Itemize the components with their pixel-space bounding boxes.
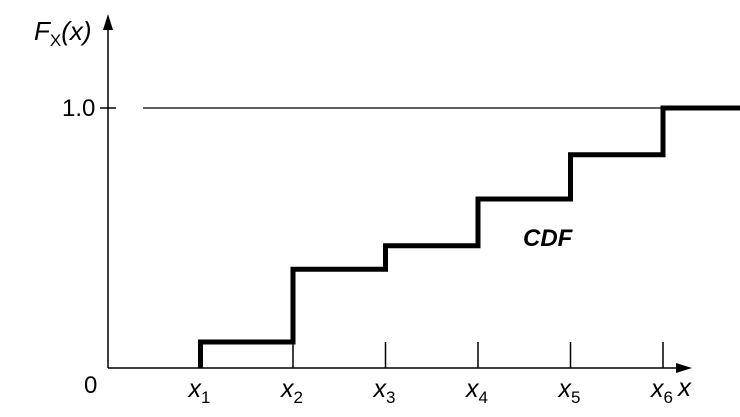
x-tick-label-6: x6 (650, 375, 673, 407)
x-tick-label-3: x3 (373, 375, 396, 407)
x-tick-label-2: x2 (280, 375, 303, 407)
x-tick-label-1: x1 (188, 375, 211, 407)
x-tick-label-4: x4 (465, 375, 488, 407)
x-axis-arrowhead (676, 363, 692, 373)
cdf-step-line (198, 105, 740, 368)
x-tick-label-5: x5 (558, 375, 581, 407)
x-tick-labels: x1 x2 x3 x4 x5 x6 (188, 375, 673, 407)
x-ticks (199, 342, 664, 368)
cdf-annotation: CDF (523, 225, 574, 252)
axes (100, 14, 692, 373)
y-tick-label-1: 1.0 (62, 95, 95, 122)
x-axis-label: x (676, 372, 692, 402)
y-axis-label: FX(x) (34, 16, 92, 50)
origin-label: 0 (84, 372, 97, 399)
y-axis-arrowhead (103, 14, 113, 30)
cdf-step-series (198, 105, 740, 368)
